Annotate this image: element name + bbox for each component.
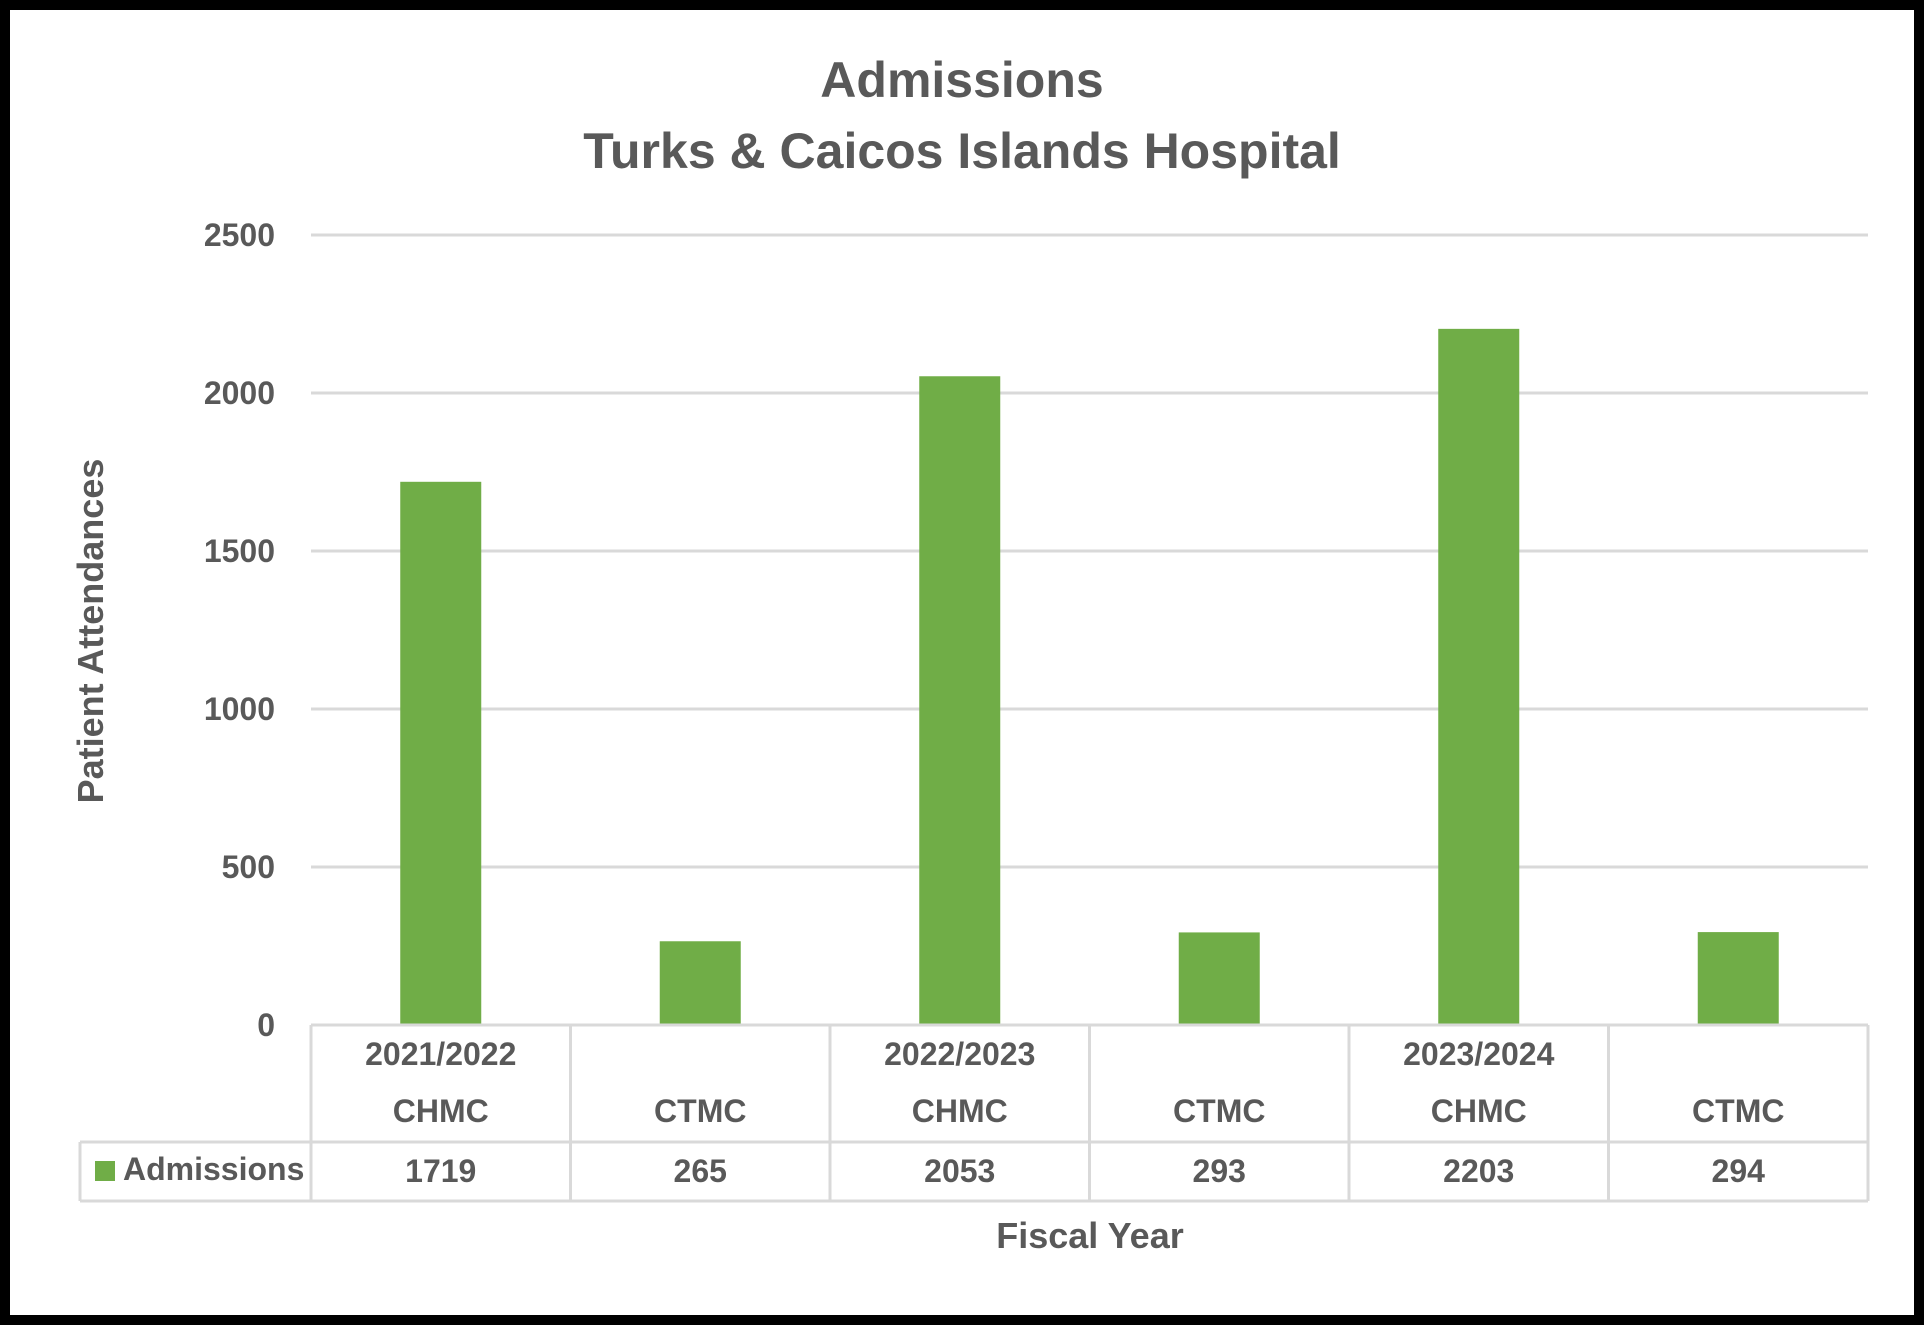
data-value-label: 293 (1193, 1153, 1246, 1189)
bar (1697, 932, 1779, 1025)
category-label: CTMC (1173, 1093, 1265, 1129)
y-tick-label: 2000 (204, 375, 275, 411)
category-label: CHMC (393, 1093, 489, 1129)
y-tick-label: 0 (257, 1007, 275, 1043)
y-axis-ticks: 0 500 1000 1500 2000 2500 (204, 217, 275, 1043)
chart-subtitle: Turks & Caicos Islands Hospital (583, 123, 1341, 179)
bar (1438, 328, 1520, 1025)
category-label: CHMC (1431, 1093, 1527, 1129)
data-value-label: 2053 (924, 1153, 995, 1189)
data-value-label: 294 (1712, 1153, 1766, 1189)
y-tick-label: 1000 (204, 691, 275, 727)
data-value-label: 2203 (1443, 1153, 1514, 1189)
year-group-label: 2021/2022 (365, 1036, 516, 1072)
category-label: CHMC (912, 1093, 1008, 1129)
y-tick-label: 500 (222, 849, 275, 885)
data-value-label: 1719 (405, 1153, 476, 1189)
y-tick-label: 1500 (204, 533, 275, 569)
y-axis-title: Patient Attendances (70, 459, 111, 804)
bar (919, 376, 1001, 1025)
legend-label: Admissions (123, 1151, 304, 1187)
y-tick-label: 2500 (204, 217, 275, 253)
category-label: CTMC (1692, 1093, 1784, 1129)
year-group-label: 2023/2024 (1403, 1036, 1554, 1072)
x-axis-title: Fiscal Year (996, 1215, 1184, 1256)
data-value-label: 265 (674, 1153, 727, 1189)
bars (400, 328, 1779, 1025)
bar (400, 481, 482, 1025)
bar (1178, 932, 1260, 1025)
chart-title: Admissions (820, 52, 1103, 108)
bar (659, 941, 741, 1025)
year-group-label: 2022/2023 (884, 1036, 1035, 1072)
data-table: 2021/2022 2022/2023 2023/2024 CHMC CTMC CHMC C… (78, 1023, 1870, 1203)
legend-swatch (95, 1161, 115, 1181)
category-label: CTMC (654, 1093, 746, 1129)
